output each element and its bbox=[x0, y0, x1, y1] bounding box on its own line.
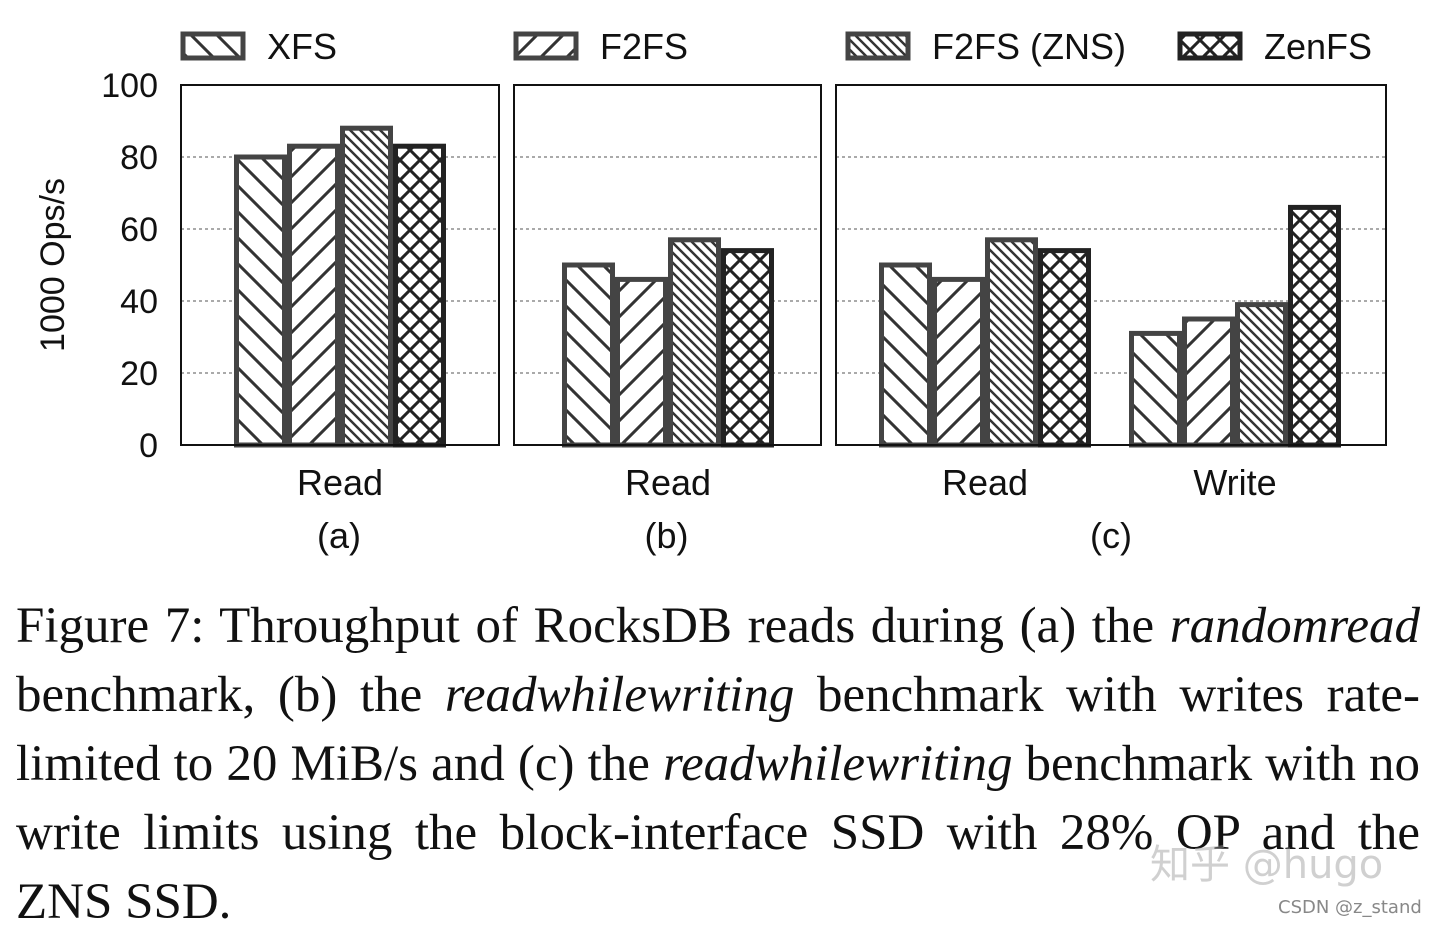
panel-label: (a) bbox=[317, 515, 361, 556]
legend-swatch-zenfs bbox=[1177, 31, 1243, 61]
bar-zenfs bbox=[1288, 204, 1341, 448]
bar-xfs bbox=[562, 262, 615, 448]
y-axis-label: 1000 Ops/s bbox=[34, 178, 72, 352]
y-tick-label: 80 bbox=[120, 139, 158, 177]
y-tick-label: 100 bbox=[101, 67, 158, 105]
legend-swatch-f2fs bbox=[513, 31, 579, 61]
panel-label: (c) bbox=[1090, 515, 1132, 556]
y-tick-label: 60 bbox=[120, 211, 158, 249]
y-tick-label: 0 bbox=[139, 427, 158, 465]
category-label: Read bbox=[625, 462, 711, 503]
bar-f2fs-zns bbox=[985, 237, 1038, 448]
category-label: Write bbox=[1193, 462, 1276, 503]
category-label: Read bbox=[942, 462, 1028, 503]
bar-xfs bbox=[234, 154, 287, 448]
legend-label-xfs: XFS bbox=[267, 26, 337, 67]
legend-label-f2fs-zns: F2FS (ZNS) bbox=[932, 26, 1126, 67]
legend-swatch-xfs bbox=[180, 31, 246, 61]
panel-label: (b) bbox=[645, 515, 689, 556]
caption-text-4: benchmark with no write limits using the… bbox=[16, 736, 1420, 930]
bar-zenfs bbox=[721, 248, 774, 448]
bar-f2fs-zns bbox=[668, 237, 721, 448]
bar-f2fs bbox=[615, 276, 668, 448]
bar-f2fs-zns bbox=[340, 125, 393, 448]
caption-text-2: benchmark, (b) the bbox=[16, 667, 445, 723]
bar-chart-figure: 0 20 40 60 80 100 1000 Ops/s Read (a) Read (b) Rea… bbox=[34, 26, 1387, 556]
panel-frame bbox=[180, 84, 500, 446]
zhihu-watermark: 知乎 @hugo bbox=[1150, 842, 1384, 888]
caption-text-3: benchmark with writes rate-limited to 20… bbox=[16, 667, 1420, 792]
csdn-watermark: CSDN @z_stand bbox=[1278, 897, 1422, 918]
caption-italic-1: randomread bbox=[1169, 598, 1420, 654]
y-tick-label: 40 bbox=[120, 283, 158, 321]
bar-xfs bbox=[879, 262, 932, 448]
category-label: Read bbox=[297, 462, 383, 503]
caption-italic-3: readwhilewriting bbox=[662, 736, 1013, 792]
bar-f2fs bbox=[287, 143, 340, 448]
bar-f2fs bbox=[1182, 316, 1235, 448]
bar-f2fs-zns bbox=[1235, 302, 1288, 448]
y-tick-label: 20 bbox=[120, 355, 158, 393]
legend-label-zenfs: ZenFS bbox=[1264, 26, 1372, 67]
legend-label-f2fs: F2FS bbox=[600, 26, 688, 67]
bar-zenfs bbox=[1038, 248, 1091, 448]
caption-text-1: Throughput of RocksDB reads during (a) t… bbox=[204, 598, 1170, 654]
bar-xfs bbox=[1129, 330, 1182, 448]
legend-swatch-f2fs-zns bbox=[845, 31, 911, 61]
panel-frame bbox=[835, 84, 1387, 446]
bar-f2fs bbox=[932, 276, 985, 448]
panel-frame bbox=[513, 84, 822, 446]
figure-caption: Figure 7: Throughput of RocksDB reads du… bbox=[16, 592, 1420, 937]
caption-figure-label: Figure 7: bbox=[16, 598, 205, 654]
bar-zenfs bbox=[393, 143, 446, 448]
caption-italic-2: readwhilewriting bbox=[444, 667, 795, 723]
